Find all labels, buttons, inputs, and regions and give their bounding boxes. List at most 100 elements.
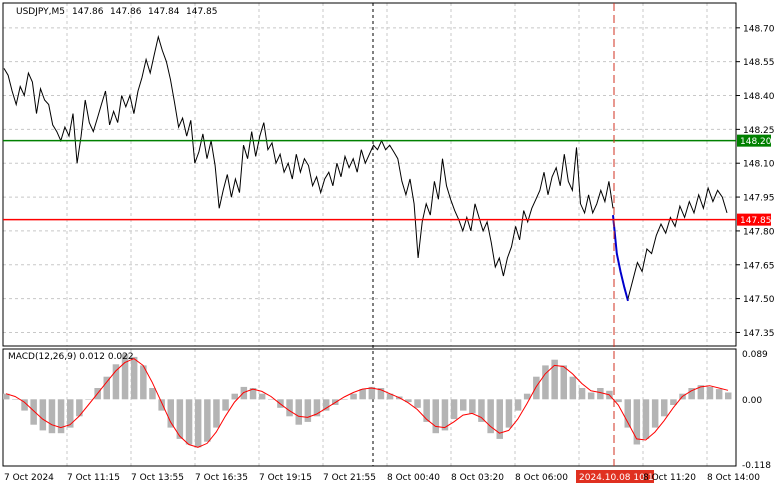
price-tick-label-6: 147.80 <box>743 227 775 237</box>
time-highlight-badge <box>576 470 654 483</box>
macd-pane-frame <box>2 348 737 467</box>
price-tick-label-9: 147.35 <box>743 329 775 339</box>
macd-bar-37 <box>341 399 348 400</box>
macd-bar-45 <box>414 399 421 408</box>
macd-bar-2 <box>21 399 28 411</box>
macd-bar-58 <box>533 376 540 400</box>
macd-bar-27 <box>249 388 257 400</box>
ohlc-close: 147.85 <box>186 7 218 17</box>
macd-title: MACD(12,26,9) 0.012 0.022 <box>8 352 134 362</box>
macd-bar-23 <box>213 399 220 428</box>
macd-bar-54 <box>496 399 503 439</box>
level-label-0: 148.20 <box>740 137 772 147</box>
time-label-1: 7 Oct 11:15 <box>67 473 120 483</box>
macd-bar-57 <box>523 393 531 400</box>
macd-bar-75 <box>688 388 695 400</box>
price-tick-label-3: 148.25 <box>743 126 775 136</box>
macd-bar-7 <box>67 399 74 428</box>
ohlc-low: 147.84 <box>148 7 180 17</box>
macd-bar-25 <box>231 393 238 400</box>
macd-bar-59 <box>542 365 549 400</box>
macd-bar-47 <box>432 399 439 434</box>
macd-bar-42 <box>386 393 394 400</box>
macd-bar-51 <box>469 399 476 414</box>
macd-bar-62 <box>569 376 577 400</box>
macd-bar-64 <box>587 392 595 400</box>
macd-bar-77 <box>706 386 714 400</box>
price-tick-label-4: 148.10 <box>743 160 775 170</box>
price-axis: 148.70 148.55 148.40 148.25 148.10 147.95 147.… <box>736 24 775 471</box>
macd-bar-19 <box>176 399 184 439</box>
macd-bar-55 <box>505 399 513 428</box>
level-badge-0 <box>737 134 771 147</box>
time-label-2: 7 Oct 13:55 <box>131 473 184 483</box>
time-label-10: 8 Oct 11:20 <box>643 473 696 483</box>
macd-bar-6 <box>57 399 65 434</box>
macd-bar-76 <box>697 385 705 400</box>
macd-bar-50 <box>460 399 467 411</box>
macd-bar-70 <box>642 399 650 439</box>
time-label-11: 8 Oct 14:00 <box>707 473 760 483</box>
macd-bar-33 <box>304 399 312 422</box>
price-tick-label-7: 147.65 <box>743 261 775 271</box>
macd-bar-32 <box>295 399 302 425</box>
macd-bar-34 <box>313 399 321 417</box>
macd-bar-39 <box>359 389 366 400</box>
time-label-7: 8 Oct 03:20 <box>451 473 504 483</box>
macd-bar-38 <box>350 393 357 400</box>
macd-bar-3 <box>30 399 37 425</box>
price-line-before <box>3 34 614 277</box>
macd-bar-49 <box>450 399 458 420</box>
macd-bar-13 <box>121 354 129 400</box>
price-line-after <box>627 186 728 299</box>
macd-bar-26 <box>240 386 248 400</box>
macd-bar-69 <box>633 399 641 445</box>
macd-bar-53 <box>487 399 494 434</box>
time-label-9: 2024.10.08 10:10 <box>579 473 660 483</box>
macd-bar-11 <box>103 376 110 400</box>
macd-bar-67 <box>615 399 622 403</box>
time-label-3: 7 Oct 16:35 <box>195 473 248 483</box>
macd-tick-label-0: 0.089 <box>742 350 768 360</box>
macd-tick-label-1: 0.00 <box>742 396 762 406</box>
macd-bar-63 <box>578 388 586 400</box>
main-title: USDJPY,M5 <box>16 7 65 17</box>
price-tick-label-2: 148.40 <box>743 92 775 102</box>
price-tick-label-1: 148.55 <box>743 58 775 68</box>
price-tick-label-8: 147.50 <box>743 295 775 305</box>
macd-bar-28 <box>258 393 266 400</box>
macd-bar-78 <box>715 389 723 400</box>
time-label-0: 7 Oct 2024 <box>4 473 54 483</box>
macd-bar-9 <box>85 399 92 400</box>
time-label-4: 7 Oct 19:15 <box>259 473 312 483</box>
macd-bar-40 <box>368 386 376 400</box>
price-tick-label-5: 147.95 <box>743 194 775 204</box>
macd-tick-label-2: -0.118 <box>742 461 771 471</box>
macd-bar-60 <box>551 359 558 400</box>
price-series <box>3 34 728 302</box>
macd-bar-52 <box>478 399 485 422</box>
macd-bar-12 <box>112 364 120 400</box>
grid <box>2 3 736 466</box>
time-label-6: 8 Oct 00:40 <box>387 473 440 483</box>
macd-bar-79 <box>725 392 732 400</box>
macd-signal-line <box>5 358 729 448</box>
price-line-drop <box>612 215 629 302</box>
macd-bar-0 <box>3 393 10 400</box>
main-pane-frame <box>2 2 737 347</box>
macd-bar-8 <box>76 399 83 417</box>
macd-bar-17 <box>158 399 165 411</box>
macd-bar-68 <box>624 399 631 428</box>
level-badge-1 <box>737 213 771 226</box>
macd-pane <box>3 354 732 448</box>
macd-bar-48 <box>441 399 449 431</box>
macd-bar-18 <box>167 399 174 428</box>
macd-bar-56 <box>514 399 522 411</box>
macd-bar-4 <box>39 399 47 431</box>
macd-bar-14 <box>130 356 138 400</box>
time-label-5: 7 Oct 21:55 <box>323 473 376 483</box>
macd-bar-22 <box>204 399 211 442</box>
macd-bar-20 <box>185 399 193 445</box>
